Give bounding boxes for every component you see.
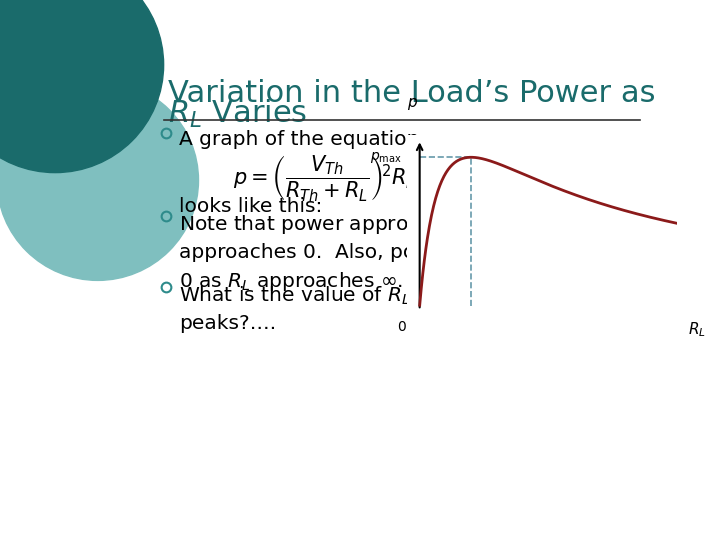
Text: Note that power approaches 0 as $R_L$
approaches 0.  Also, power approaches
0 as: Note that power approaches 0 as $R_L$ ap…: [179, 213, 577, 293]
Text: Variation in the Load’s Power as: Variation in the Load’s Power as: [168, 79, 655, 107]
Text: $p_{\mathrm{max}}$: $p_{\mathrm{max}}$: [369, 150, 402, 165]
Text: looks like this:: looks like this:: [179, 197, 323, 216]
Text: 0: 0: [397, 320, 406, 334]
Text: A graph of the equation: A graph of the equation: [179, 130, 420, 149]
Text: $R_L$: $R_L$: [688, 320, 706, 339]
Text: $R_L$ Varies: $R_L$ Varies: [168, 98, 307, 130]
Text: $p = \left(\dfrac{V_{Th}}{R_{Th}+R_L}\right)^{\!2} R_L$: $p = \left(\dfrac{V_{Th}}{R_{Th}+R_L}\ri…: [233, 153, 415, 204]
Circle shape: [0, 80, 199, 280]
Text: What is the value of $R_L$ where the graph
peaks?….: What is the value of $R_L$ where the gra…: [179, 284, 584, 333]
Text: $p$: $p$: [407, 96, 418, 112]
Circle shape: [0, 0, 163, 173]
